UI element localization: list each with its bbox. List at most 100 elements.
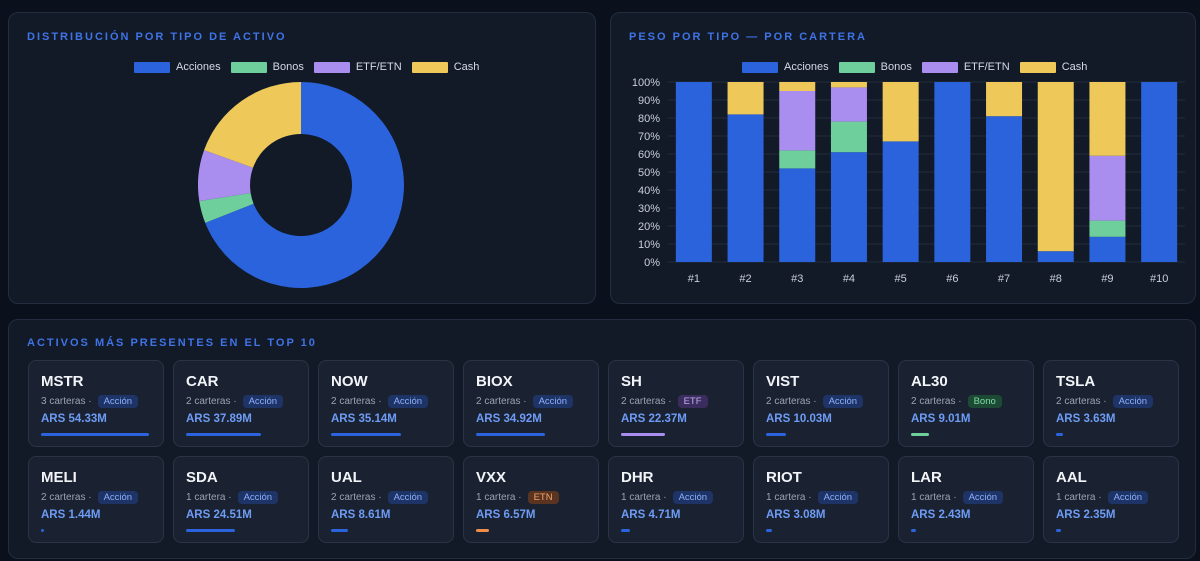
asset-card-vxx[interactable]: VXX 1 cartera · ETN ARS 6.57M xyxy=(463,456,599,543)
asset-value-bar xyxy=(331,433,401,436)
asset-meta: 2 carteras · Acción xyxy=(331,491,429,504)
donut-legend-swatch xyxy=(230,61,267,73)
donut-legend-item-cash[interactable]: Cash xyxy=(411,61,479,73)
portfolio-count: 2 carteras · xyxy=(331,396,382,407)
stack-legend-swatch xyxy=(742,61,778,73)
asset-meta: 2 carteras · Acción xyxy=(476,395,574,408)
bar-segment-cash-3[interactable] xyxy=(779,82,816,91)
x-tick-label: #5 xyxy=(895,273,907,285)
bar-segment-bonos-4[interactable] xyxy=(830,121,867,153)
asset-ticker: UAL xyxy=(331,469,362,486)
asset-card-mstr[interactable]: MSTR 3 carteras · Acción ARS 54.33M xyxy=(28,360,164,447)
y-tick-label: 30% xyxy=(638,203,660,215)
x-tick-label: #2 xyxy=(739,273,751,285)
stack-panel-title: PESO POR TIPO — POR CARTERA xyxy=(629,31,867,43)
asset-ticker: LAR xyxy=(911,469,942,486)
portfolio-count: 1 cartera · xyxy=(621,492,667,503)
asset-value-bar xyxy=(766,433,786,436)
stack-legend-item-cash[interactable]: Cash xyxy=(1019,61,1087,73)
bar-segment-acciones-2[interactable] xyxy=(727,114,764,263)
bar-segment-cash-2[interactable] xyxy=(727,82,764,115)
asset-meta: 1 cartera · ETN xyxy=(476,491,559,504)
asset-card-vist[interactable]: VIST 2 carteras · Acción ARS 10.03M xyxy=(753,360,889,447)
portfolio-count: 1 cartera · xyxy=(186,492,232,503)
asset-meta: 1 cartera · Acción xyxy=(911,491,1004,504)
asset-card-tsla[interactable]: TSLA 2 carteras · Acción ARS 3.63M xyxy=(1043,360,1179,447)
asset-type-badge: ETF xyxy=(677,395,708,408)
stack-legend: Acciones Bonos ETF/ETN Cash xyxy=(742,61,1087,73)
asset-card-now[interactable]: NOW 2 carteras · Acción ARS 35.14M xyxy=(318,360,454,447)
asset-card-dhr[interactable]: DHR 1 cartera · Acción ARS 4.71M xyxy=(608,456,744,543)
asset-card-car[interactable]: CAR 2 carteras · Acción ARS 37.89M xyxy=(173,360,309,447)
asset-type-badge: ETN xyxy=(527,491,559,504)
y-tick-label: 70% xyxy=(638,131,660,143)
donut-legend-item-bonos[interactable]: Bonos xyxy=(230,61,304,73)
weight-by-portfolio-panel: PESO POR TIPO — POR CARTERA Acciones Bono… xyxy=(610,12,1196,304)
asset-value-bar xyxy=(41,529,44,532)
bar-segment-etf-etn-9[interactable] xyxy=(1089,155,1126,221)
asset-type-badge: Acción xyxy=(97,491,139,504)
asset-value: ARS 4.71M xyxy=(621,509,681,521)
stack-legend-item-acciones[interactable]: Acciones xyxy=(742,61,829,73)
donut-slice-bonos[interactable] xyxy=(199,192,254,223)
asset-card-aal[interactable]: AAL 1 cartera · Acción ARS 2.35M xyxy=(1043,456,1179,543)
top-assets-panel: ACTIVOS MÁS PRESENTES EN EL TOP 10 MSTR 3… xyxy=(8,319,1196,559)
donut-slice-cash[interactable] xyxy=(204,82,301,168)
y-tick-label: 60% xyxy=(638,149,660,161)
bar-segment-acciones-8[interactable] xyxy=(1037,251,1074,262)
donut-legend-item-etf-etn[interactable]: ETF/ETN xyxy=(313,61,402,73)
x-tick-label: #4 xyxy=(843,273,855,285)
asset-card-al30[interactable]: AL30 2 carteras · Bono ARS 9.01M xyxy=(898,360,1034,447)
asset-value-bar xyxy=(331,529,349,532)
stacked-bar-chart: 0% 10% 20% 30% 40% 50% 60% 70% 80% 90% 100% #1 #2 #3 #… xyxy=(632,77,1185,285)
stack-legend-item-etf-etn[interactable]: ETF/ETN xyxy=(921,61,1010,73)
stack-legend-swatch xyxy=(1019,61,1056,73)
asset-ticker: SDA xyxy=(186,469,218,486)
donut-legend-label: ETF/ETN xyxy=(355,61,402,73)
asset-card-riot[interactable]: RIOT 1 cartera · Acción ARS 3.08M xyxy=(753,456,889,543)
bar-segment-acciones-1[interactable] xyxy=(675,82,712,262)
bar-segment-cash-8[interactable] xyxy=(1037,82,1074,252)
bar-segment-acciones-3[interactable] xyxy=(779,168,816,262)
asset-card-meli[interactable]: MELI 2 carteras · Acción ARS 1.44M xyxy=(28,456,164,543)
donut-slice-etf-etn[interactable] xyxy=(197,150,254,202)
asset-card-biox[interactable]: BIOX 2 carteras · Acción ARS 34.92M xyxy=(463,360,599,447)
asset-card-sda[interactable]: SDA 1 cartera · Acción ARS 24.51M xyxy=(173,456,309,543)
bar-segment-acciones-5[interactable] xyxy=(882,141,919,262)
asset-meta: 2 carteras · Acción xyxy=(1056,395,1154,408)
donut-legend-item-acciones[interactable]: Acciones xyxy=(134,61,221,73)
asset-ticker: BIOX xyxy=(476,373,513,390)
asset-value: ARS 8.61M xyxy=(331,509,391,521)
bar-segment-cash-5[interactable] xyxy=(882,82,919,142)
portfolio-count: 2 carteras · xyxy=(476,396,527,407)
bar-segment-acciones-7[interactable] xyxy=(986,116,1023,262)
asset-value-bar xyxy=(186,529,235,532)
donut-slice-acciones[interactable] xyxy=(205,82,405,288)
asset-card-ual[interactable]: UAL 2 carteras · Acción ARS 8.61M xyxy=(318,456,454,543)
donut-legend-label: Bonos xyxy=(272,61,304,73)
asset-meta: 1 cartera · Acción xyxy=(621,491,714,504)
bar-segment-acciones-10[interactable] xyxy=(1141,82,1178,262)
bar-segment-etf-etn-4[interactable] xyxy=(830,87,867,122)
bar-segment-bonos-3[interactable] xyxy=(779,150,816,169)
asset-value-bar xyxy=(41,433,149,436)
bar-segment-cash-7[interactable] xyxy=(986,82,1023,117)
asset-type-badge: Acción xyxy=(822,395,864,408)
asset-meta: 1 cartera · Acción xyxy=(766,491,859,504)
bar-segment-acciones-6[interactable] xyxy=(934,82,971,262)
asset-card-sh[interactable]: SH 2 carteras · ETF ARS 22.37M xyxy=(608,360,744,447)
y-tick-label: 80% xyxy=(638,113,660,125)
asset-value: ARS 9.01M xyxy=(911,413,971,425)
x-tick-label: #8 xyxy=(1050,273,1062,285)
bar-segment-acciones-9[interactable] xyxy=(1089,236,1126,262)
y-tick-label: 100% xyxy=(632,77,660,89)
asset-type-badge: Acción xyxy=(237,491,279,504)
bar-segment-bonos-9[interactable] xyxy=(1089,220,1126,237)
bar-segment-etf-etn-3[interactable] xyxy=(779,91,816,151)
asset-card-lar[interactable]: LAR 1 cartera · Acción ARS 2.43M xyxy=(898,456,1034,543)
bar-segment-acciones-4[interactable] xyxy=(830,152,867,262)
portfolio-count: 2 carteras · xyxy=(766,396,817,407)
bar-segment-cash-9[interactable] xyxy=(1089,82,1126,156)
stack-legend-item-bonos[interactable]: Bonos xyxy=(838,61,912,73)
bar-segment-cash-4[interactable] xyxy=(830,82,867,88)
